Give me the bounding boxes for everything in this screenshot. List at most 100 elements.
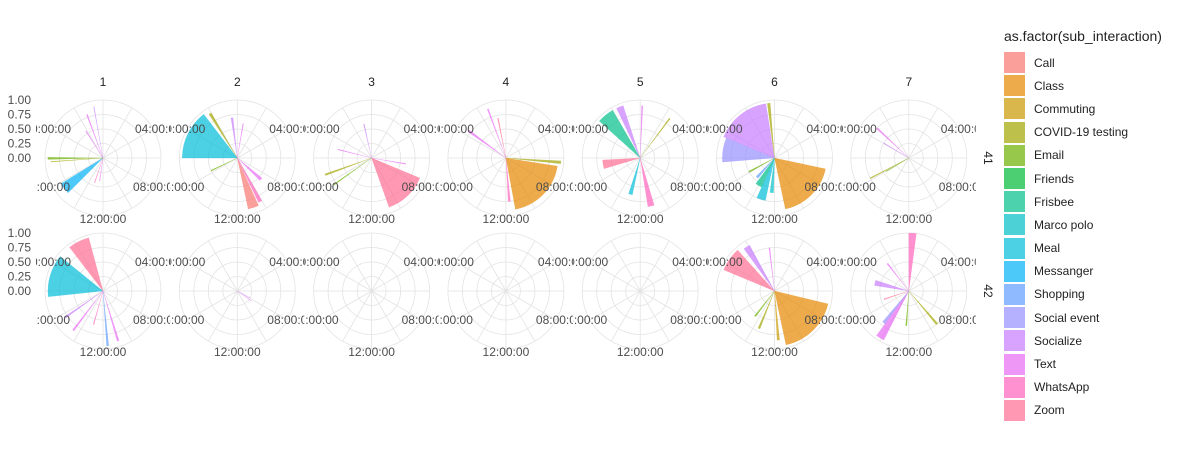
grid-spoke <box>640 261 691 292</box>
bar-socialize <box>883 142 909 159</box>
radial-tick-label: 1.00 <box>8 226 32 240</box>
bar-socialize <box>616 105 641 159</box>
bar-email <box>754 290 775 318</box>
bar-zoom <box>723 249 775 292</box>
angle-label: 20:00:00 <box>24 122 71 136</box>
angle-label: 08:00:0 <box>267 313 307 327</box>
grid-spoke <box>505 128 557 159</box>
bar-text <box>99 157 104 182</box>
legend-item: Friends <box>1004 167 1162 190</box>
angle-label: 08:00:0 <box>402 180 442 194</box>
facet-col-label: 7 <box>905 75 912 89</box>
angle-label: 16:00:00 <box>695 180 742 194</box>
bar-covid-19-testing <box>505 157 562 164</box>
grid-spoke <box>640 157 691 188</box>
angle-label: 12:00:00 <box>214 345 261 359</box>
bar-meal <box>628 157 641 196</box>
angle-label: 16:00:00 <box>158 313 205 327</box>
legend-key-swatch <box>1004 75 1025 97</box>
angle-label: 16:00:00 <box>292 313 339 327</box>
grid-spoke <box>455 290 507 321</box>
bar-socialize <box>93 106 104 159</box>
panel-41-2: 04:00:0 08:00:0 12:00:00 16:00:00 20:00:00 <box>170 99 304 226</box>
bar-covid-19-testing <box>908 290 939 326</box>
bar-email <box>748 157 775 173</box>
angle-label: 04:00:0 <box>404 122 444 136</box>
grid-spoke <box>102 157 133 209</box>
grid-spoke <box>371 290 401 342</box>
angle-label: 20:00:00 <box>159 255 206 269</box>
grid-spoke <box>774 107 804 159</box>
bar-class <box>774 290 829 346</box>
angle-label: 12:00:00 <box>483 345 530 359</box>
bar-frisbee <box>599 110 641 159</box>
legend-key-swatch <box>1004 307 1025 329</box>
panel-42-1: 04:00:0 08:00:0 12:00:00 16:00:00 20:00:00 <box>36 232 173 359</box>
bar-meal <box>182 114 238 159</box>
legend-item-label: COVID-19 testing <box>1034 125 1129 140</box>
grid-spoke <box>236 240 267 292</box>
angle-label: 12:00:00 <box>885 212 932 226</box>
grid-spoke <box>589 261 641 292</box>
grid-spoke <box>908 157 939 209</box>
grid-spoke <box>589 157 641 188</box>
bar-whatsapp <box>94 157 104 184</box>
angle-label: 20:00:00 <box>427 255 474 269</box>
facet-col-label: 1 <box>100 75 107 89</box>
grid-spoke <box>589 128 641 159</box>
radial-tick-label: 0.75 <box>8 108 32 122</box>
legend-item: Call <box>1004 51 1162 74</box>
grid-spoke <box>505 290 557 321</box>
angle-label: 12:00:00 <box>348 212 395 226</box>
legend-item: Social event <box>1004 306 1162 329</box>
bar-text <box>486 108 507 159</box>
bar-marco-polo <box>769 157 775 193</box>
angle-label: 08:00:0 <box>133 313 173 327</box>
panel-41-4: 04:00:0 08:00:0 12:00:00 16:00:00 20:00:00 <box>427 99 573 226</box>
grid-spoke <box>73 290 104 342</box>
grid-spoke <box>908 128 960 159</box>
angle-label: 12:00:00 <box>617 212 664 226</box>
angle-label: 08:00:0 <box>670 180 710 194</box>
bar-email <box>333 157 372 186</box>
grid-spoke <box>908 290 960 321</box>
grid-spoke <box>610 290 641 342</box>
legend-item: Commuting <box>1004 97 1162 120</box>
legend-item: Marco polo <box>1004 213 1162 236</box>
angle-label: 20:00:00 <box>830 122 877 136</box>
bar-socialize <box>230 117 238 159</box>
angle-label: 16:00:00 <box>292 180 339 194</box>
angle-label: 12:00:00 <box>80 345 127 359</box>
grid-spoke <box>908 290 939 342</box>
bar-text <box>337 148 372 159</box>
bar-text <box>876 127 909 159</box>
grid-spoke <box>505 107 536 159</box>
angle-label: 16:00:00 <box>829 180 876 194</box>
grid-spoke <box>237 261 288 292</box>
bar-zoom <box>883 290 909 300</box>
grid-spoke <box>610 240 641 292</box>
bar-socialize <box>363 123 372 159</box>
grid-spoke <box>908 157 960 188</box>
angle-label: 16:00:00 <box>695 313 742 327</box>
grid-spoke <box>342 157 372 209</box>
angle-label: 12:00:00 <box>348 345 395 359</box>
bar-whatsapp <box>505 157 511 202</box>
angle-label: 04:00:0 <box>941 255 981 269</box>
angle-label: 04:00:0 <box>538 255 578 269</box>
grid-spoke <box>505 240 536 292</box>
bar-whatsapp <box>908 232 917 292</box>
legend-item-label: Call <box>1034 55 1055 70</box>
grid-spoke <box>237 290 288 321</box>
legend-item-label: WhatsApp <box>1034 380 1090 395</box>
angle-label: 20:00:00 <box>427 122 474 136</box>
legend-items: Call Class Commuting COVID-19 testing Email F… <box>1004 51 1162 422</box>
angle-label: 04:00:0 <box>807 255 847 269</box>
bar-socialize <box>237 290 251 299</box>
panel-42-7: 04:00:0 08:00:0 12:00:00 16:00:00 20:00:00 <box>842 232 981 359</box>
panel-41-7: 04:00:0 08:00:0 12:00:00 16:00:00 20:00:00 <box>829 99 976 226</box>
grid-spoke <box>858 157 909 188</box>
bar-email <box>905 290 909 326</box>
panel-42-4: 04:00:0 08:00:0 12:00:00 16:00:00 20:00:00 <box>427 232 578 359</box>
grid-spoke <box>724 290 775 321</box>
